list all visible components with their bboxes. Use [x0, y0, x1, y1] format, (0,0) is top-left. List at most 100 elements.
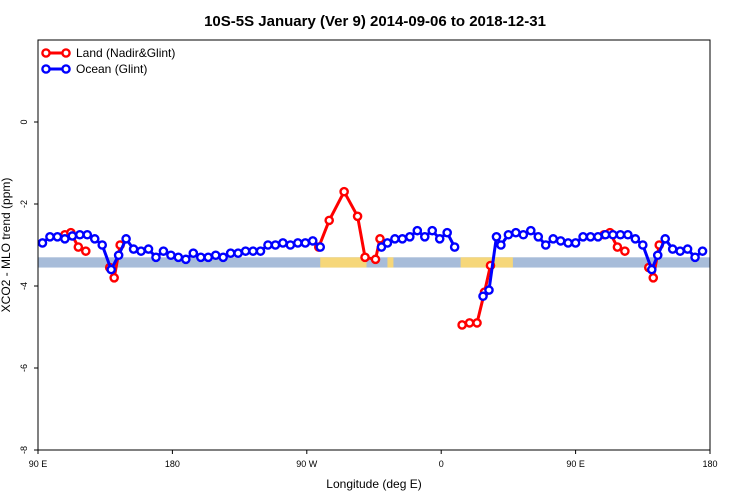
series-ocean-point — [570, 238, 581, 248]
series-ocean-point — [555, 236, 566, 246]
series-ocean-point — [503, 229, 514, 240]
series-ocean-point — [491, 231, 502, 242]
series-land-point — [109, 272, 119, 283]
y-tick-label: -6 — [19, 364, 29, 372]
series-ocean-point — [630, 234, 641, 244]
series-land-point — [360, 252, 370, 263]
x-tick-label: 90 W — [296, 459, 318, 469]
series-ocean-point — [52, 231, 63, 242]
series-ocean-point — [89, 234, 100, 244]
series-ocean-point — [181, 254, 191, 265]
series-ocean-point — [652, 250, 663, 261]
series-ocean-point — [615, 229, 626, 240]
series-ocean-point — [82, 229, 93, 240]
series-ocean-point — [434, 234, 445, 244]
series-ocean-point — [623, 229, 633, 240]
series-ocean-point — [442, 227, 452, 238]
series-ocean — [37, 225, 708, 302]
series-land-point — [612, 242, 623, 252]
series-ocean-point — [285, 240, 296, 250]
y-tick-label: -4 — [19, 282, 29, 290]
series-ocean-point — [225, 248, 236, 258]
series-ocean-point — [518, 229, 529, 240]
series-ocean-point — [646, 264, 657, 275]
series-land-point — [457, 320, 467, 330]
series-ocean-point — [533, 231, 544, 242]
series-ocean-point — [496, 240, 506, 250]
series-land-point — [352, 211, 363, 222]
series-ocean-point — [240, 246, 251, 256]
series-ocean-point — [412, 225, 423, 236]
series-ocean-point — [128, 244, 139, 254]
series-ocean-point — [315, 242, 326, 252]
legend-ocean-marker — [61, 64, 71, 74]
x-tick-label: 0 — [439, 459, 444, 469]
series-ocean-point — [675, 246, 685, 256]
series-land-point — [472, 318, 482, 328]
series-ocean-point — [638, 240, 648, 250]
series-ocean-point — [593, 231, 603, 242]
series-ocean-point — [382, 238, 393, 248]
series-ocean-point — [563, 238, 573, 248]
legend-land-marker — [41, 48, 51, 58]
x-tick-label: 90 E — [566, 459, 585, 469]
series-land-line — [317, 190, 382, 261]
axes: 90 E 180 90 W 0 90 E 180 0 -2 -4 -6 -8 — [19, 119, 718, 469]
series-ocean-point — [419, 231, 430, 242]
series-land-point — [370, 254, 381, 265]
series-ocean-point — [405, 231, 415, 242]
series-ocean-point — [136, 246, 146, 256]
series-ocean-point — [218, 252, 228, 263]
series-ocean-point — [608, 229, 618, 240]
series-ocean-point — [143, 244, 154, 254]
series-ocean-point — [270, 240, 281, 250]
y-tick-label: -8 — [19, 446, 29, 454]
map-land-segment — [387, 257, 394, 268]
series-ocean-point — [248, 246, 258, 256]
series-ocean-point — [526, 225, 536, 236]
series-ocean-point — [113, 250, 124, 261]
series-land-point — [620, 246, 630, 256]
x-tick-label: 180 — [702, 459, 717, 469]
y-tick-label: -2 — [19, 200, 29, 208]
series-ocean-point — [427, 225, 438, 236]
series-ocean-point — [121, 234, 131, 244]
series-ocean-point — [166, 250, 176, 261]
legend-ocean-marker — [41, 64, 51, 74]
y-axis-label: XCO2 - MLO trend (ppm) — [0, 178, 13, 313]
series-ocean-point — [173, 252, 184, 263]
series-land-point — [464, 318, 475, 328]
map-land-segment — [460, 257, 513, 268]
series-ocean-point — [37, 238, 48, 248]
series-ocean-point — [106, 264, 116, 275]
y-tick-label: 0 — [19, 119, 29, 124]
series — [37, 186, 708, 330]
series-ocean-point — [511, 227, 521, 238]
series-ocean-point — [45, 231, 55, 242]
series-ocean-point — [682, 244, 693, 254]
series-ocean-point — [300, 238, 311, 248]
series-ocean-point — [158, 246, 169, 256]
series-land-point — [375, 234, 385, 244]
series-ocean-point — [449, 242, 460, 252]
series-ocean-point — [478, 291, 488, 302]
series-ocean-point — [188, 248, 199, 258]
series-ocean-point — [255, 246, 266, 256]
series-ocean-point — [293, 238, 303, 248]
x-tick-label: 90 E — [29, 459, 48, 469]
series-ocean-point — [540, 240, 551, 250]
series-ocean-point — [690, 252, 700, 263]
series-ocean-point — [578, 231, 588, 242]
series-ocean-point — [484, 285, 494, 295]
series-land-point — [80, 246, 91, 256]
series-ocean-point — [390, 234, 400, 244]
series-ocean-point — [151, 252, 161, 263]
series-ocean-point — [307, 236, 318, 246]
series-ocean-point — [667, 244, 678, 254]
series-land-point — [339, 186, 349, 197]
series-ocean-point — [195, 252, 206, 263]
series-ocean-point — [97, 240, 108, 250]
series-ocean-point — [697, 246, 708, 256]
series-land-point — [324, 215, 335, 226]
